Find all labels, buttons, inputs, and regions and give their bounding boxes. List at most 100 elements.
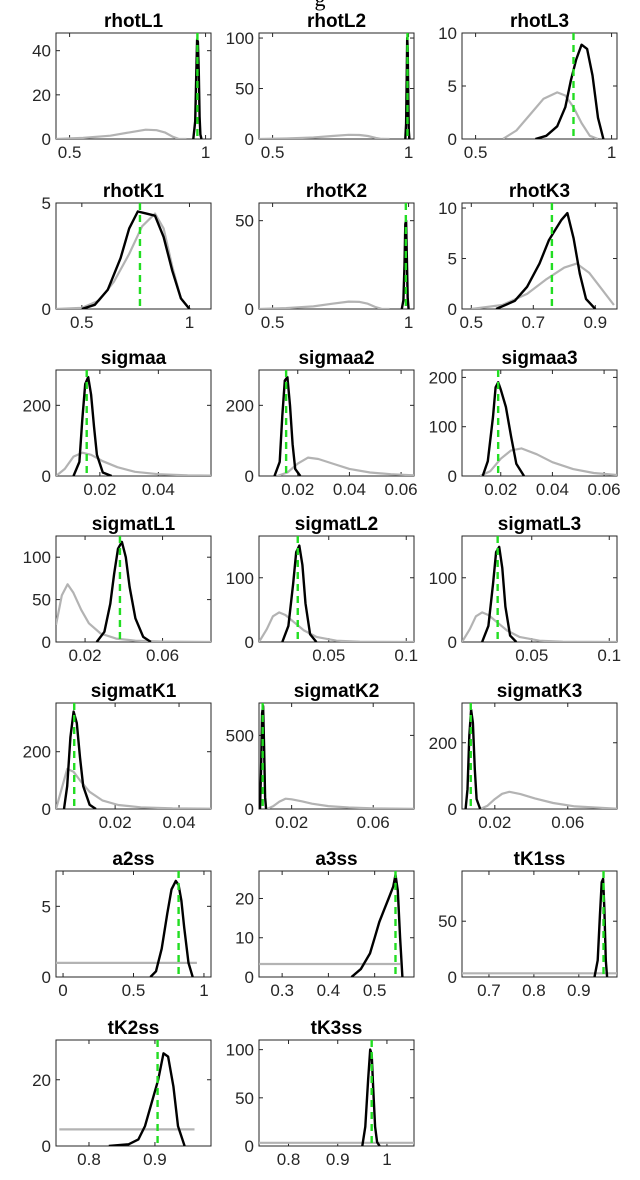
- axes-box: [55, 1039, 212, 1147]
- x-tick-label: 0.9: [326, 1150, 350, 1169]
- x-tick-label: 0.8: [522, 981, 546, 1000]
- y-tick-label: 100: [429, 569, 457, 588]
- y-tick-label: 0: [245, 800, 254, 819]
- y-tick-label: 200: [226, 396, 254, 415]
- y-tick-label: 0: [448, 300, 457, 319]
- x-tick-label: 0.7: [477, 981, 501, 1000]
- y-tick-label: 50: [235, 1089, 254, 1108]
- plot-area: [56, 871, 197, 977]
- y-tick-label: 0: [42, 633, 51, 652]
- posterior-line: [273, 375, 302, 476]
- panel-title: sigmaa2: [298, 348, 374, 369]
- panel-rhotL1: rhotL1 0.5 1 0 20 40: [32, 11, 212, 162]
- panel-title: sigmatK2: [294, 681, 380, 702]
- prior-line: [266, 797, 414, 809]
- y-tick-label: 20: [32, 86, 51, 105]
- axes-box: [55, 702, 212, 810]
- panel-title: sigmatL1: [92, 514, 176, 535]
- x-tick-label: 0.1: [394, 646, 418, 665]
- x-tick-label: 0.1: [597, 646, 621, 665]
- x-tick-label: 0.9: [143, 1150, 167, 1169]
- panel-title: sigmatK1: [91, 681, 177, 702]
- plot-area: [462, 536, 617, 642]
- y-tick-label: 200: [429, 368, 457, 387]
- posterior-line: [350, 873, 404, 977]
- posterior-line: [281, 544, 318, 642]
- axes-box: [461, 535, 618, 643]
- axes-box: [258, 32, 415, 140]
- plot-area: [502, 33, 605, 139]
- y-tick-label: 0: [448, 968, 457, 987]
- panel-rhotK3: rhotK3 0.5 0.7 0.9 0 5 10: [438, 181, 618, 332]
- y-tick-label: 200: [429, 734, 457, 753]
- plot-area: [259, 203, 410, 309]
- axes-box: [258, 369, 415, 477]
- x-tick-label: 0.02: [83, 480, 116, 499]
- prior-line: [259, 300, 390, 309]
- plot-area: [56, 203, 191, 309]
- y-tick-label: 0: [448, 130, 457, 149]
- x-tick-label: 0.02: [281, 480, 314, 499]
- plot-area: [56, 370, 211, 476]
- panel-sigmaa2: sigmaa2 0.02 0.04 0.06 0 200: [226, 348, 418, 499]
- plot-area: [259, 536, 414, 642]
- panel-sigmatK2: sigmatK2 0.02 0.06 0 500: [226, 681, 415, 832]
- plot-area: [56, 33, 203, 139]
- panel-a3ss: a3ss 0.3 0.4 0.5 0 10 20: [235, 849, 415, 1000]
- posterior-line: [400, 219, 410, 309]
- y-tick-label: 0: [245, 633, 254, 652]
- y-tick-label: 0: [42, 800, 51, 819]
- x-tick-label: 0.4: [317, 981, 341, 1000]
- prior-line: [56, 128, 187, 139]
- prior-line: [479, 790, 617, 809]
- x-tick-label: 0.5: [70, 313, 94, 332]
- x-tick-label: 0.5: [464, 143, 488, 162]
- panel-sigmatK1: sigmatK1 0.02 0.04 0 200: [23, 681, 212, 832]
- panel-sigmatL3: sigmatL3 0.05 0.1 0 100: [429, 514, 621, 665]
- posterior-line: [192, 38, 203, 139]
- axes-box: [55, 369, 212, 477]
- plot-area: [464, 703, 617, 809]
- y-tick-label: 100: [226, 29, 254, 48]
- y-tick-label: 0: [448, 633, 457, 652]
- posterior-line: [495, 211, 597, 309]
- y-tick-label: 5: [448, 250, 457, 269]
- prior-line: [462, 611, 617, 642]
- x-tick-label: 1: [185, 313, 194, 332]
- posterior-line: [481, 381, 526, 476]
- prior-line: [479, 447, 617, 476]
- x-tick-label: 0.02: [478, 813, 511, 832]
- posterior-line: [480, 545, 518, 642]
- posterior-line: [149, 879, 194, 977]
- axes-box: [461, 369, 618, 477]
- prior-line: [259, 133, 390, 139]
- y-tick-label: 10: [438, 199, 457, 218]
- plot-area: [259, 33, 411, 139]
- prior-line: [259, 611, 414, 642]
- x-tick-label: 0.06: [385, 480, 418, 499]
- plot-area: [259, 703, 414, 809]
- y-tick-label: 20: [235, 889, 254, 908]
- y-tick-label: 100: [23, 548, 51, 567]
- panel-rhotK2: rhotK2 0.5 1 0 50: [235, 181, 415, 332]
- panel-sigmatL2: sigmatL2 0.05 0.1 0 100: [226, 514, 418, 665]
- prior-line: [471, 262, 615, 309]
- y-tick-label: 0: [448, 467, 457, 486]
- y-tick-label: 100: [226, 1041, 254, 1060]
- y-tick-label: 5: [42, 897, 51, 916]
- axes-box: [55, 202, 212, 310]
- panel-title: sigmaa3: [501, 348, 577, 369]
- panel-title: sigmatK3: [497, 681, 583, 702]
- y-tick-label: 5: [42, 194, 51, 213]
- panel-title: a2ss: [112, 849, 154, 870]
- y-tick-label: 40: [32, 42, 51, 61]
- prior-line: [56, 767, 211, 809]
- x-tick-label: 1: [404, 313, 413, 332]
- x-tick-label: 0.06: [588, 480, 621, 499]
- panel-tK2ss: tK2ss 0.8 0.9 0 20: [32, 1018, 212, 1169]
- panel-title: tK2ss: [108, 1018, 160, 1039]
- axes-box: [258, 1039, 415, 1147]
- x-tick-label: 0.06: [551, 813, 584, 832]
- plot-area: [462, 871, 617, 977]
